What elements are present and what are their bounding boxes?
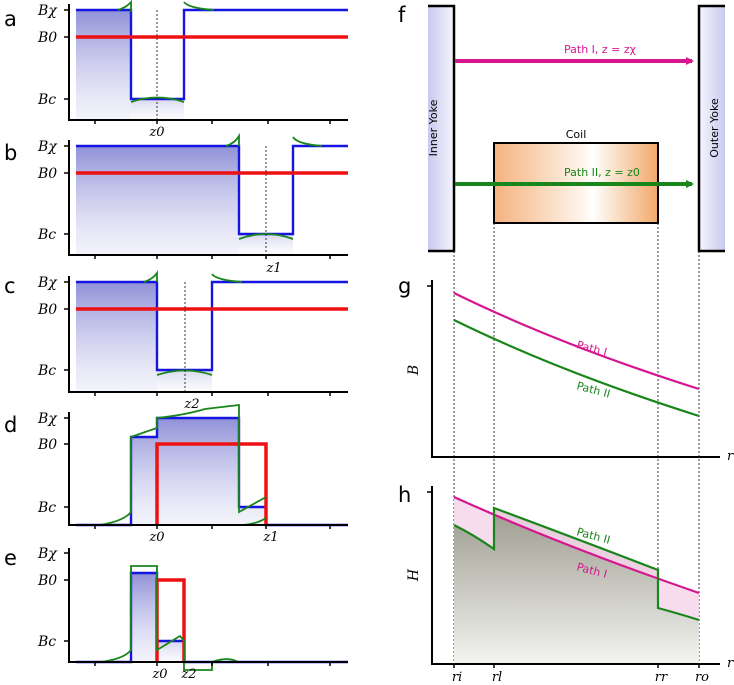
field-fill [76,282,157,392]
ytick-bchi: Bχ [37,411,58,427]
y-ticks [64,145,331,259]
panel-b: b Bχ B0 Bc z1 [4,132,348,276]
panel-label: a [4,7,17,31]
field-fill [131,573,157,662]
outer-yoke-label: Outer Yoke [708,98,721,158]
gray-fill [454,508,699,664]
panel-label: e [4,546,17,570]
axis [68,548,348,663]
field-fill [131,99,184,120]
panel-e: e Bχ B0 Bc z0 z2 [4,546,348,682]
ytick-bc: Bc [37,634,56,650]
blue-trace [76,571,348,664]
field-fill [157,370,212,392]
outer-yoke-border [697,4,725,253]
field-fill [157,641,184,662]
path2-label: Path II, z = z0 [564,166,640,179]
green-trace [225,132,323,240]
panel-label: d [4,413,17,437]
ylabel: H [406,568,422,582]
ytick-bchi: Bχ [37,3,58,19]
y-ticks [64,417,331,529]
path2-curve [453,506,700,622]
xtick-rl: rl [492,670,502,685]
xtick-ro: ro [695,670,709,685]
axis [431,280,720,458]
panel-label: b [4,141,17,165]
axis [68,4,348,121]
xtick-rr: rr [655,670,668,685]
ytick-bchi: Bχ [37,275,58,291]
green-trace [99,565,262,671]
xtick-z1: z1 [262,530,278,545]
xlabel: r [727,449,734,464]
xtick-z0: z0 [151,667,167,682]
axis [431,486,720,665]
ylabel: B [406,365,422,376]
path1-label: Path I, z = zχ [564,43,637,56]
xtick-z1: z1 [265,261,281,276]
xtick-z0: z0 [148,125,164,140]
field-fill [76,10,131,120]
path1-label: Path I [575,338,608,359]
axis [68,140,348,256]
y-ticks [64,552,331,666]
path1-curve [453,495,700,595]
inner-yoke [428,6,454,251]
pink-fill [454,497,699,620]
xtick-z2: z2 [183,397,199,412]
path2-label: Path II [575,379,611,400]
ytick-b0: B0 [37,573,57,589]
panel-label: c [4,274,16,298]
inner-yoke-border [428,4,456,253]
path2-curve [453,319,700,418]
coil-label: Coil [566,128,587,141]
red-trace [155,442,268,525]
axis [68,412,348,526]
panel-label: h [398,483,411,507]
ytick-bchi: Bχ [37,546,58,562]
green-trace [143,270,243,376]
outer-yoke [699,6,725,251]
ytick-b0: B0 [37,302,57,318]
ytick-b0: B0 [37,30,57,46]
panel-c: c Bχ B0 Bc z2 [4,270,348,412]
y-ticks [64,281,331,396]
ytick-bc: Bc [37,500,56,516]
ytick-bc: Bc [37,227,56,243]
panel-a: a Bχ B0 Bc z0 [4,0,348,140]
ytick-b0: B0 [37,166,57,182]
xtick-ri: ri [452,670,462,685]
xlabel: r [727,656,734,671]
green-trace [117,0,215,103]
y-ticks [64,9,331,124]
panel-label: g [398,274,411,298]
xtick-z0: z0 [148,530,164,545]
panel-g: g Path I Path II B r [398,274,734,464]
path1-curve [453,292,700,391]
panel-d: d Bχ B0 Bc z0 z1 [4,403,348,545]
ytick-bchi: Bχ [37,139,58,155]
panel-h: h Path II Path I H r ri rl rr ro [398,483,734,685]
ytick-b0: B0 [37,437,57,453]
xtick-z2: z2 [180,667,196,682]
panel-f: f Inner Yoke Outer Yoke Coil Path I, z =… [398,3,725,253]
inner-yoke-label: Inner Yoke [427,99,440,156]
axis [68,276,348,393]
panel-label: f [398,3,406,27]
ytick-bc: Bc [37,92,56,108]
field-fill [76,146,239,255]
field-fill [239,234,293,255]
ytick-bc: Bc [37,363,56,379]
